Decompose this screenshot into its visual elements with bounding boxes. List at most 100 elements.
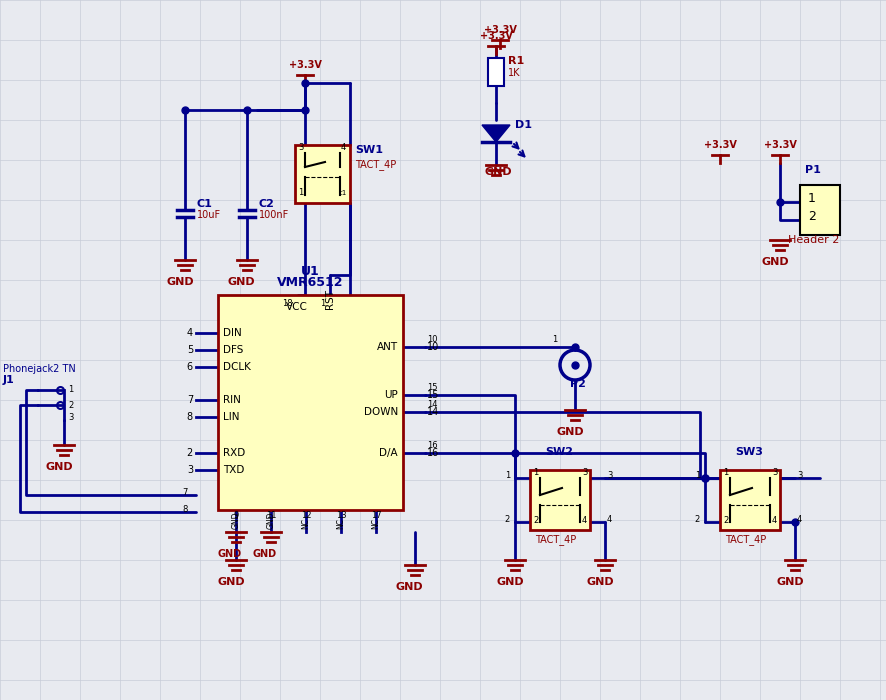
Text: P1: P1 [804, 165, 820, 175]
Text: RXD: RXD [222, 448, 245, 458]
Text: 2: 2 [68, 400, 74, 410]
Text: GND: GND [167, 277, 194, 287]
Text: GND: GND [395, 582, 424, 592]
Text: 1: 1 [504, 471, 509, 480]
Text: UP: UP [384, 390, 398, 400]
Bar [530, 470, 589, 530]
Text: 9: 9 [233, 511, 238, 520]
Text: 1: 1 [551, 335, 556, 344]
Bar [218, 295, 402, 510]
Polygon shape [481, 125, 509, 142]
Text: SW2: SW2 [544, 447, 572, 457]
Text: 16: 16 [426, 448, 439, 458]
Text: +3.3V: +3.3V [288, 60, 321, 70]
Text: NC: NC [371, 518, 380, 529]
Text: 3: 3 [68, 414, 74, 423]
Text: DFS: DFS [222, 345, 243, 355]
Text: 3: 3 [581, 468, 587, 477]
Text: 6: 6 [187, 362, 193, 372]
Text: 4: 4 [340, 143, 346, 152]
Text: P2: P2 [570, 379, 586, 389]
Text: 2: 2 [532, 516, 538, 525]
Text: VCC: VCC [285, 302, 307, 312]
Text: 4: 4 [771, 516, 776, 525]
Text: TACT_4P: TACT_4P [724, 534, 766, 545]
Text: GND: GND [496, 577, 524, 587]
Text: Header 2: Header 2 [787, 235, 838, 245]
Text: 1K: 1K [508, 68, 520, 78]
Text: GND: GND [266, 512, 276, 529]
Text: 3: 3 [606, 471, 611, 480]
Text: NC: NC [336, 518, 346, 529]
Text: 1: 1 [68, 386, 74, 395]
Text: GND: GND [556, 427, 584, 437]
Text: RIN: RIN [222, 395, 241, 405]
Text: 13: 13 [335, 511, 346, 520]
Text: 17: 17 [370, 511, 381, 520]
Text: 10uF: 10uF [197, 210, 221, 220]
Text: GND: GND [228, 277, 255, 287]
Text: 8: 8 [183, 505, 188, 514]
Text: +3.3V: +3.3V [483, 25, 516, 35]
Text: GND: GND [218, 577, 245, 587]
Bar [295, 145, 350, 203]
Text: 4: 4 [187, 328, 193, 338]
Text: 2: 2 [694, 515, 699, 524]
Text: D1: D1 [515, 120, 532, 130]
Text: LIN: LIN [222, 412, 239, 422]
Text: 14: 14 [426, 407, 439, 417]
Text: 18: 18 [282, 298, 292, 307]
Text: 1: 1 [807, 192, 815, 205]
Text: 11: 11 [266, 511, 276, 520]
Text: 2: 2 [722, 516, 727, 525]
Text: 15: 15 [426, 390, 439, 400]
Text: ANT: ANT [377, 342, 398, 352]
Text: 7: 7 [187, 395, 193, 405]
Text: 100nF: 100nF [259, 210, 289, 220]
Text: Phonejack2 TN: Phonejack2 TN [3, 364, 75, 374]
Text: 3: 3 [187, 465, 193, 475]
Text: DOWN: DOWN [363, 407, 398, 417]
Text: GND: GND [485, 167, 512, 177]
Text: 1: 1 [319, 298, 324, 307]
Text: D/A: D/A [379, 448, 398, 458]
Text: +3.3V: +3.3V [703, 140, 735, 150]
Text: 5: 5 [187, 345, 193, 355]
Text: NC: NC [301, 518, 310, 529]
Text: 1: 1 [298, 188, 303, 197]
Text: GND: GND [776, 577, 804, 587]
Text: 10: 10 [426, 335, 437, 344]
Text: C2: C2 [259, 199, 275, 209]
Text: TACT_4P: TACT_4P [534, 534, 576, 545]
Text: 14: 14 [426, 400, 437, 409]
Text: 7: 7 [183, 488, 188, 497]
Text: 3: 3 [771, 468, 776, 477]
Text: 4: 4 [581, 516, 587, 525]
Bar [719, 470, 779, 530]
Text: SW1: SW1 [354, 145, 383, 155]
Bar [487, 58, 503, 86]
Text: SW3: SW3 [734, 447, 762, 457]
Text: VMR6512: VMR6512 [277, 276, 344, 289]
Text: GND: GND [218, 549, 242, 559]
Text: GND: GND [231, 512, 240, 529]
Text: 3: 3 [797, 471, 802, 480]
Text: GND: GND [761, 257, 789, 267]
Text: 2: 2 [504, 515, 509, 524]
Text: 16: 16 [426, 441, 437, 450]
Text: TXD: TXD [222, 465, 245, 475]
Text: C1: C1 [197, 199, 213, 209]
Text: DCLK: DCLK [222, 362, 251, 372]
Text: RST: RST [324, 289, 335, 309]
Bar [799, 185, 839, 235]
Text: GND: GND [46, 462, 74, 472]
Text: 1: 1 [532, 468, 538, 477]
Text: GND: GND [587, 577, 614, 587]
Text: +3.3V: +3.3V [479, 31, 512, 41]
Text: 1: 1 [694, 471, 699, 480]
Text: 4: 4 [606, 515, 611, 524]
Text: GND: GND [253, 549, 276, 559]
Text: DIN: DIN [222, 328, 242, 338]
Text: U1: U1 [300, 265, 320, 278]
Text: 10: 10 [426, 342, 439, 352]
